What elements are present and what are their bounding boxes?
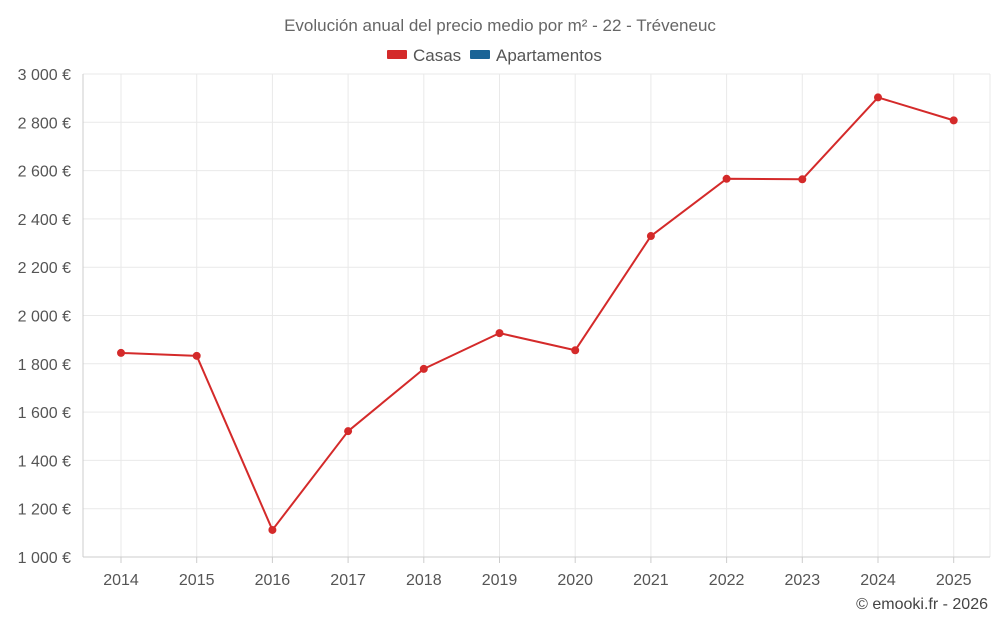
y-tick-label: 1 800 € — [18, 357, 71, 374]
x-tick-label: 2024 — [860, 572, 896, 589]
data-point-casas-2018[interactable] — [419, 364, 428, 373]
x-tick-label: 2020 — [557, 572, 593, 589]
data-point-casas-2017[interactable] — [344, 427, 353, 436]
grid — [83, 73, 991, 557]
credit-text: © emooki.fr - 2026 — [856, 596, 988, 613]
y-tick-label: 2 800 € — [18, 115, 71, 132]
y-tick-label: 2 000 € — [18, 309, 71, 326]
y-tick-label: 2 400 € — [18, 212, 71, 229]
data-point-casas-2022[interactable] — [722, 174, 731, 183]
x-tick-label: 2017 — [330, 572, 366, 589]
legend-swatch-casas[interactable] — [387, 50, 407, 59]
series-line-casas — [120, 96, 954, 531]
y-tick-label: 3 000 € — [18, 67, 71, 84]
data-point-casas-2015[interactable] — [192, 351, 201, 360]
legend-label-casas[interactable]: Casas — [413, 46, 461, 65]
chart-title: Evolución anual del precio medio por m² … — [284, 16, 716, 35]
legend-label-apartamentos[interactable]: Apartamentos — [496, 46, 602, 65]
legend: Casas Apartamentos — [387, 46, 602, 65]
data-point-casas-2025[interactable] — [949, 116, 958, 125]
data-point-casas-2024[interactable] — [874, 93, 882, 102]
legend-swatch-apartamentos[interactable] — [470, 50, 490, 59]
x-tick-label: 2019 — [482, 572, 518, 589]
x-tick-label: 2018 — [406, 572, 442, 589]
y-tick-label: 2 600 € — [18, 164, 71, 181]
x-tick-label: 2021 — [633, 572, 669, 589]
y-tick-label: 1 400 € — [18, 453, 71, 470]
data-point-casas-2021[interactable] — [646, 232, 655, 241]
x-tick-label: 2015 — [179, 572, 215, 589]
data-point-casas-2014[interactable] — [117, 348, 125, 357]
x-tick-label: 2016 — [255, 572, 291, 589]
x-tick-label: 2025 — [936, 572, 972, 589]
y-tick-label: 2 200 € — [18, 260, 71, 277]
x-tick-label: 2014 — [103, 572, 139, 589]
data-point-casas-2020[interactable] — [571, 346, 580, 355]
x-tick-label: 2022 — [709, 572, 745, 589]
data-point-casas-2023[interactable] — [798, 175, 807, 184]
y-tick-label: 1 000 € — [18, 550, 71, 567]
axes: 1 000 € 1 200 € 1 400 € 1 600 € 1 800 € 2 000… — [18, 67, 990, 589]
y-tick-label: 1 200 € — [18, 502, 71, 519]
data-point-casas-2016[interactable] — [268, 525, 277, 534]
series-layer — [117, 93, 958, 534]
data-point-casas-2019[interactable] — [495, 329, 504, 338]
x-tick-label: 2023 — [785, 572, 821, 589]
y-tick-label: 1 600 € — [18, 405, 71, 422]
